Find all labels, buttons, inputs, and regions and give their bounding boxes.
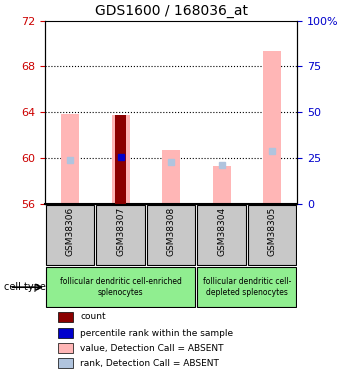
Text: percentile rank within the sample: percentile rank within the sample [80, 329, 234, 338]
Bar [112, 116, 130, 204]
Bar [263, 51, 281, 204]
Text: GSM38306: GSM38306 [66, 207, 75, 256]
FancyBboxPatch shape [198, 267, 296, 307]
Text: cell type: cell type [4, 282, 46, 292]
Text: GSM38308: GSM38308 [167, 207, 176, 256]
Bar [213, 166, 230, 204]
Text: follicular dendritic cell-enriched
splenocytes: follicular dendritic cell-enriched splen… [60, 278, 182, 297]
FancyBboxPatch shape [147, 205, 196, 265]
Text: value, Detection Call = ABSENT: value, Detection Call = ABSENT [80, 344, 224, 353]
Bar [58, 343, 73, 353]
Bar [162, 150, 180, 204]
Text: GSM38307: GSM38307 [116, 207, 125, 256]
FancyBboxPatch shape [46, 205, 94, 265]
Text: follicular dendritic cell-
depleted splenocytes: follicular dendritic cell- depleted sple… [203, 278, 291, 297]
Title: GDS1600 / 168036_at: GDS1600 / 168036_at [95, 4, 248, 18]
Text: GSM38305: GSM38305 [268, 207, 277, 256]
FancyBboxPatch shape [198, 205, 246, 265]
Text: GSM38304: GSM38304 [217, 207, 226, 256]
Bar [58, 358, 73, 368]
FancyBboxPatch shape [96, 205, 145, 265]
Text: rank, Detection Call = ABSENT: rank, Detection Call = ABSENT [80, 359, 219, 368]
FancyBboxPatch shape [46, 267, 196, 307]
Bar [116, 116, 126, 204]
Bar [58, 312, 73, 322]
Bar [58, 328, 73, 338]
FancyBboxPatch shape [248, 205, 296, 265]
Text: count: count [80, 312, 106, 321]
Bar [61, 114, 79, 204]
